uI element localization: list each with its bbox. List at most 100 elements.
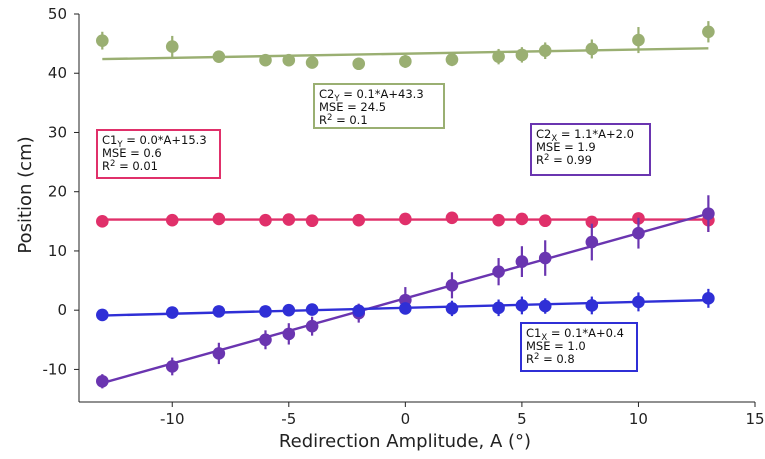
plot-area [96,21,715,389]
data-point [492,301,505,315]
data-point [96,308,109,322]
data-point [96,215,109,228]
data-point [538,44,552,58]
data-point [492,50,505,63]
data-point [305,56,319,69]
x-tick-label: 5 [517,410,527,428]
data-point [165,40,179,53]
y-tick-label: 10 [48,242,67,260]
data-point [445,211,459,225]
data-point [585,215,599,229]
y-tick-label: 0 [57,301,67,319]
data-point [538,299,552,313]
equation-box-border [530,123,651,176]
r2-text: R2 = 0.1 [319,113,368,127]
y-tick-label: 30 [48,123,67,141]
data-point [702,292,715,305]
data-point [515,299,529,312]
y-tick-label: -10 [43,360,68,378]
mse-text: MSE = 0.6 [102,146,162,160]
x-tick-label: -10 [160,410,185,428]
data-point [96,374,109,388]
data-point [259,305,272,318]
data-point [305,319,319,333]
series-4 [96,288,715,322]
data-point [305,214,319,228]
series-1 [96,21,715,71]
data-point [515,212,529,226]
mse-text: MSE = 1.9 [536,140,596,154]
y-tick-label: 40 [48,64,67,82]
data-point [632,295,645,309]
data-point [399,212,412,226]
equation-box-border [96,129,221,179]
data-point [282,303,296,317]
data-point [585,299,599,312]
data-point [352,57,366,71]
equation-box-border [313,83,445,129]
data-point [165,360,179,373]
mse-text: MSE = 1.0 [526,339,586,353]
data-point [538,251,552,265]
equation-text: C1X = 0.1*A+0.4 [526,326,624,343]
data-point [632,33,645,47]
mse-text: MSE = 24.5 [319,100,386,114]
data-point [492,213,505,227]
data-point [538,214,552,228]
data-point [585,42,599,56]
x-tick-label: 0 [401,410,411,428]
data-point [585,235,599,249]
data-point [702,25,715,39]
data-point [259,333,272,347]
axes: -10 -5 0 5 10 15 -10 0 10 20 30 40 50 [43,5,765,428]
x-tick-label: 10 [629,410,648,428]
data-point [212,212,226,226]
series-3 [96,195,715,389]
data-point [259,53,272,67]
y-axis-title: Position (cm) [15,136,36,253]
data-point [352,213,366,227]
data-point [445,53,459,66]
data-point [352,304,366,318]
data-point [259,213,272,227]
data-point [212,347,226,360]
data-point [212,305,226,318]
data-point [399,302,412,315]
equation-box-border [520,322,638,372]
r2-text: R2 = 0.01 [102,159,158,173]
data-point [282,213,296,226]
data-point [445,279,459,292]
equation-text: C2Y = 0.1*A+43.3 [319,87,424,104]
data-point [399,55,412,68]
y-tick-label: 50 [48,5,67,23]
r2-text: R2 = 0.99 [536,153,592,167]
data-point [165,306,179,319]
data-point [282,53,296,67]
fit-line [102,47,709,61]
series-2 [96,208,715,232]
y-tick-label: 20 [48,183,67,201]
data-point [212,50,226,63]
data-point [632,226,645,240]
data-point [702,207,715,220]
x-axis-title: Redirection Amplitude, A (°) [279,431,531,452]
equation-text: C1Y = 0.0*A+15.3 [102,133,207,150]
data-point [515,255,529,268]
data-point [96,34,109,47]
data-point [305,303,319,316]
data-point [282,327,296,341]
data-point [515,48,529,62]
equation-text: C2X = 1.1*A+2.0 [536,127,634,144]
data-point [165,213,179,227]
x-tick-label: 15 [745,410,764,428]
data-point [492,265,505,278]
r2-text: R2 = 0.8 [526,352,575,366]
data-point [445,302,459,315]
x-tick-label: -5 [281,410,296,428]
